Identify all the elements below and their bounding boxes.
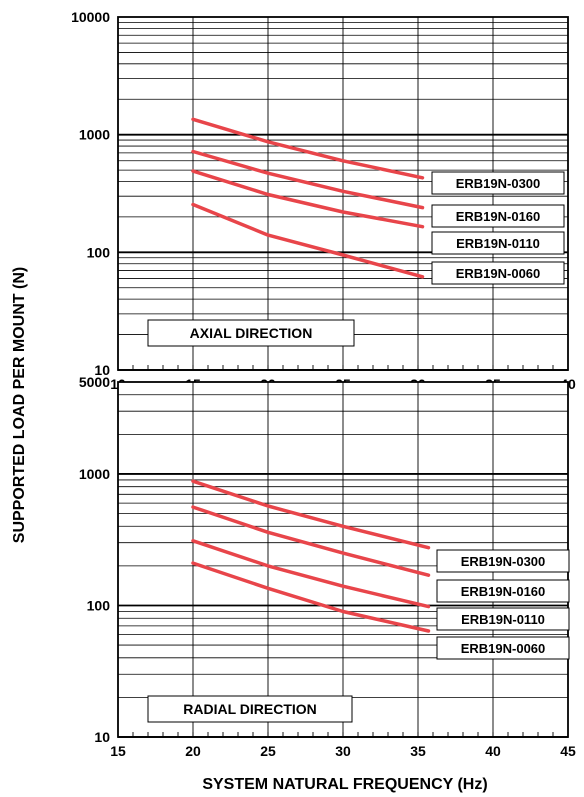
series-label-erb19n-0110: ERB19N-0110 bbox=[436, 607, 570, 631]
svg-text:AXIAL DIRECTION: AXIAL DIRECTION bbox=[190, 325, 313, 341]
direction-annotation: RADIAL DIRECTION bbox=[147, 695, 353, 723]
series-label-erb19n-0060: ERB19N-0060 bbox=[431, 261, 565, 285]
y-tick-label: 100 bbox=[87, 597, 111, 613]
series-line-erb19n-0300 bbox=[191, 479, 431, 550]
x-tick-label: 40 bbox=[485, 743, 501, 759]
svg-text:ERB19N-0060: ERB19N-0060 bbox=[461, 641, 546, 656]
series-line-erb19n-0110 bbox=[191, 169, 425, 229]
y-tick-label: 10 bbox=[94, 729, 110, 745]
radial-panel: 10 100 1000 5000 15 20 25 30 35 40 45 ERB19N-0300 ER… bbox=[79, 374, 576, 759]
series-line-erb19n-0110 bbox=[191, 539, 431, 609]
series-label-erb19n-0160: ERB19N-0160 bbox=[431, 204, 565, 228]
series-label-erb19n-0300: ERB19N-0300 bbox=[431, 171, 565, 195]
series-label-erb19n-0060: ERB19N-0060 bbox=[436, 636, 570, 660]
svg-text:RADIAL DIRECTION: RADIAL DIRECTION bbox=[183, 701, 317, 717]
plot-frame bbox=[117, 16, 569, 371]
y-tick-label: 10000 bbox=[71, 9, 110, 25]
x-tick-label: 20 bbox=[185, 743, 201, 759]
y-axis-title: SUPPORTED LOAD PER MOUNT (N) bbox=[11, 267, 28, 543]
svg-text:ERB19N-0160: ERB19N-0160 bbox=[461, 584, 546, 599]
svg-text:ERB19N-0160: ERB19N-0160 bbox=[456, 209, 541, 224]
x-tick-label: 35 bbox=[410, 743, 426, 759]
x-tick-label: 45 bbox=[560, 743, 576, 759]
svg-text:ERB19N-0110: ERB19N-0110 bbox=[461, 612, 545, 627]
svg-text:ERB19N-0060: ERB19N-0060 bbox=[456, 266, 541, 281]
series-line-erb19n-0060 bbox=[191, 561, 431, 633]
x-tick-label: 15 bbox=[110, 743, 126, 759]
series-label-erb19n-0300: ERB19N-0300 bbox=[436, 549, 570, 573]
series-label-erb19n-0110: ERB19N-0110 bbox=[431, 231, 565, 255]
direction-annotation: AXIAL DIRECTION bbox=[147, 319, 355, 347]
series-line-erb19n-0300 bbox=[191, 117, 425, 180]
y-tick-label: 10 bbox=[94, 362, 110, 378]
series-label-erb19n-0160: ERB19N-0160 bbox=[436, 579, 570, 603]
y-tick-label: 1000 bbox=[79, 466, 110, 482]
x-tick-label: 25 bbox=[260, 743, 276, 759]
svg-text:ERB19N-0110: ERB19N-0110 bbox=[456, 236, 540, 251]
series-line-erb19n-0060 bbox=[191, 202, 425, 279]
y-tick-label: 100 bbox=[87, 244, 111, 260]
axial-panel: 1010010001000010152025303540ERB19N-0300E… bbox=[71, 9, 576, 392]
y-tick-label: 5000 bbox=[79, 374, 110, 390]
svg-text:ERB19N-0300: ERB19N-0300 bbox=[456, 176, 541, 191]
svg-text:ERB19N-0300: ERB19N-0300 bbox=[461, 554, 546, 569]
x-axis-title: SYSTEM NATURAL FREQUENCY (Hz) bbox=[202, 776, 487, 793]
series-line-erb19n-0160 bbox=[191, 505, 431, 577]
y-tick-label: 1000 bbox=[79, 127, 110, 143]
series-line-erb19n-0160 bbox=[191, 149, 425, 210]
x-tick-label: 30 bbox=[335, 743, 351, 759]
